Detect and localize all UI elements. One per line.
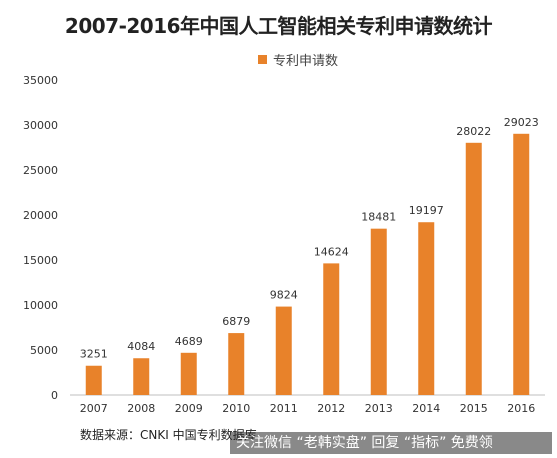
legend-swatch bbox=[258, 55, 267, 64]
bar bbox=[180, 352, 197, 395]
x-tick-label: 2014 bbox=[412, 402, 440, 415]
data-label: 4689 bbox=[175, 335, 203, 348]
legend-label: 专利申请数 bbox=[273, 54, 339, 69]
x-tick-label: 2013 bbox=[365, 402, 393, 415]
x-tick-label: 2008 bbox=[127, 402, 155, 415]
source-note: 数据来源：CNKI 中国专利数据库 bbox=[80, 428, 257, 442]
data-label: 14624 bbox=[314, 245, 349, 258]
data-label: 6879 bbox=[222, 315, 250, 328]
y-tick-label: 25000 bbox=[23, 164, 58, 177]
x-tick-label: 2009 bbox=[175, 402, 203, 415]
chart-title: 2007-2016年中国人工智能相关专利申请数统计 bbox=[64, 14, 493, 38]
data-label: 4084 bbox=[127, 340, 155, 353]
y-tick-label: 5000 bbox=[30, 344, 58, 357]
x-tick-label: 2007 bbox=[80, 402, 108, 415]
bar bbox=[275, 306, 292, 395]
legend: 专利申请数 bbox=[258, 50, 338, 69]
x-tick-label: 2016 bbox=[507, 402, 535, 415]
bar bbox=[133, 358, 150, 395]
bar bbox=[370, 228, 387, 395]
data-label: 9824 bbox=[270, 289, 298, 302]
x-tick-label: 2015 bbox=[460, 402, 488, 415]
bar bbox=[85, 365, 102, 395]
data-label: 19197 bbox=[409, 204, 444, 217]
data-label: 28022 bbox=[456, 125, 491, 138]
y-tick-label: 15000 bbox=[23, 254, 58, 267]
x-tick-label: 2011 bbox=[270, 402, 298, 415]
data-label: 3251 bbox=[80, 348, 108, 361]
data-label: 29023 bbox=[504, 116, 539, 129]
bar bbox=[418, 222, 435, 395]
watermark-banner: 关注微信 “老韩实盘” 回复 “指标” 免费领 bbox=[230, 432, 552, 454]
y-tick-label: 30000 bbox=[23, 119, 58, 132]
x-tick-label: 2012 bbox=[317, 402, 345, 415]
y-tick-label: 35000 bbox=[23, 74, 58, 87]
y-tick-label: 10000 bbox=[23, 299, 58, 312]
bar bbox=[228, 333, 245, 395]
data-label: 18481 bbox=[361, 211, 396, 224]
bar bbox=[323, 263, 340, 395]
y-tick-label: 20000 bbox=[23, 209, 58, 222]
bar bbox=[513, 133, 530, 395]
x-tick-label: 2010 bbox=[222, 402, 250, 415]
y-tick-label: 0 bbox=[51, 389, 58, 402]
bar bbox=[465, 142, 482, 395]
